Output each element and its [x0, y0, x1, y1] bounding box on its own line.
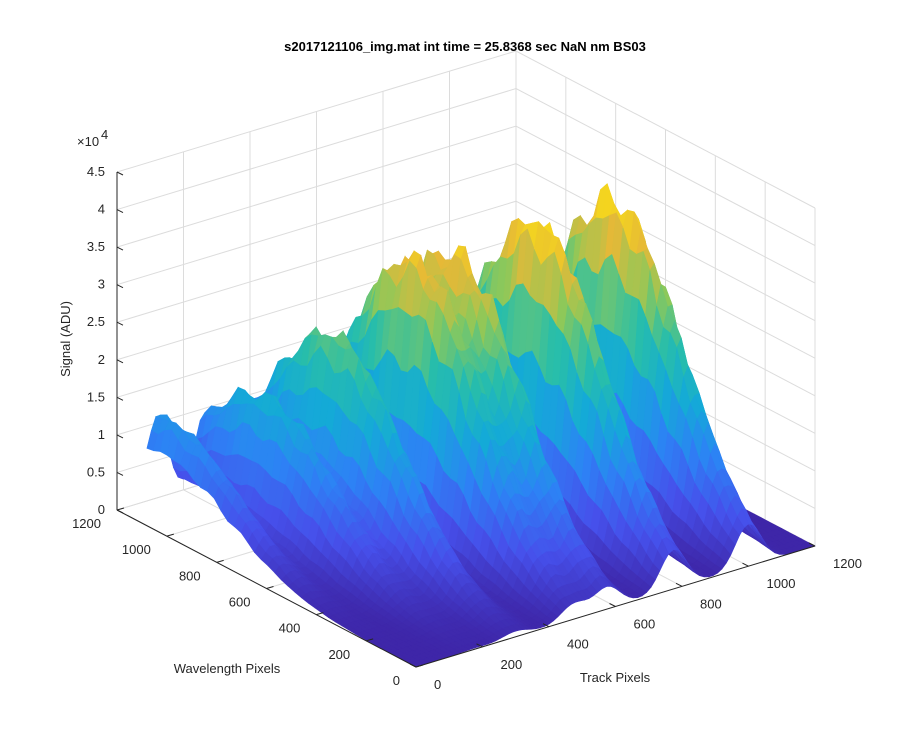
- x-axis-ticks: 0 200 400 600 800 1000 1200: [409, 542, 862, 692]
- z-exponent-label: ×10 4: [77, 127, 108, 149]
- z-axis-ticks: 0 0.5 1 1.5 2 2.5 3 3.5 4 4.5: [87, 164, 124, 517]
- x-tick-mark: [675, 582, 683, 587]
- z-tick-label: 0.5: [87, 464, 105, 479]
- y-tick-label: 200: [328, 647, 350, 662]
- z-exponent-power: 4: [101, 127, 108, 142]
- z-tick-mark: [116, 434, 124, 439]
- chart-title: s2017121106_img.mat int time = 25.8368 s…: [284, 39, 646, 54]
- x-tick-mark: [409, 663, 417, 668]
- z-tick-label: 4: [98, 202, 105, 217]
- z-tick-label: 1: [98, 427, 105, 442]
- x-tick-label: 400: [567, 637, 589, 652]
- y-axis-label: Wavelength Pixels: [174, 661, 281, 676]
- x-tick-label: 200: [501, 657, 523, 672]
- y-tick-mark: [116, 507, 125, 511]
- grid-line: [116, 50, 816, 209]
- x-tick-mark: [808, 542, 816, 547]
- z-tick-mark: [116, 171, 124, 176]
- y-tick-mark: [166, 533, 174, 537]
- x-tick-mark: [476, 643, 483, 648]
- z-axis-label: Signal (ADU): [58, 301, 73, 377]
- x-tick-mark: [609, 603, 616, 607]
- z-tick-mark: [116, 359, 124, 364]
- signal-surface: [146, 183, 816, 668]
- x-tick-label: 1200: [833, 556, 862, 571]
- y-tick-mark: [266, 586, 274, 589]
- y-tick-mark: [366, 638, 374, 642]
- y-tick-label: 800: [179, 568, 201, 583]
- z-tick-mark: [116, 321, 124, 326]
- z-tick-mark: [116, 284, 124, 289]
- x-tick-label: 600: [634, 617, 656, 632]
- z-tick-label: 3: [98, 277, 105, 292]
- z-tick-label: 3.5: [87, 239, 105, 254]
- z-tick-mark: [116, 471, 124, 476]
- x-tick-label: 1000: [767, 576, 796, 591]
- z-tick-label: 2.5: [87, 314, 105, 329]
- y-tick-label: 0: [393, 673, 400, 688]
- z-tick-mark: [116, 509, 124, 514]
- z-tick-label: 1.5: [87, 389, 105, 404]
- x-tick-mark: [742, 562, 749, 567]
- y-tick-mark: [415, 664, 424, 668]
- z-exponent-base: ×10: [77, 134, 99, 149]
- x-axis-label: Track Pixels: [580, 670, 651, 685]
- x-tick-mark: [542, 623, 550, 628]
- z-tick-mark: [116, 246, 124, 251]
- axes: 0 0.5 1 1.5 2 2.5 3 3.5 4 4.5 0 200 400 600 800 1000 12…: [72, 164, 862, 692]
- z-tick-label: 4.5: [87, 164, 105, 179]
- z-tick-mark: [116, 396, 124, 401]
- y-tick-label: 600: [229, 595, 251, 610]
- grid-line: [116, 88, 816, 246]
- z-tick-label: 2: [98, 352, 105, 367]
- y-tick-mark: [216, 559, 224, 563]
- x-tick-label: 800: [700, 596, 722, 611]
- y-tick-mark: [316, 612, 324, 616]
- z-tick-label: 0: [98, 502, 105, 517]
- x-tick-label: 0: [434, 677, 441, 692]
- z-tick-mark: [116, 209, 124, 214]
- y-axis-ticks: 0 200 400 600 800 1000 1200: [72, 507, 424, 688]
- y-tick-label: 400: [279, 621, 301, 636]
- y-tick-label: 1200: [72, 516, 101, 531]
- y-tick-label: 1000: [122, 542, 151, 557]
